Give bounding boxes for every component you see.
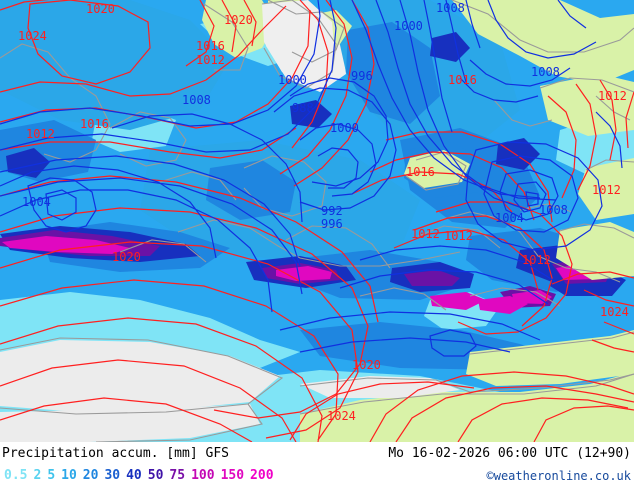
isobar-label: 1012 (411, 227, 440, 241)
legend-step-10[interactable]: 10 (61, 468, 77, 483)
isobar-label: 1008 (436, 1, 465, 15)
precipitation-map[interactable]: 1024 1020 1016 1012 1020 1016 1012 1008 … (0, 0, 634, 442)
precip-band-max (2, 236, 606, 314)
isobar-label: 1016 (448, 73, 477, 87)
isobar-label: 1016 (80, 117, 109, 131)
isobar-label: 1004 (495, 211, 524, 225)
copyright-notice: ©weatheronline.co.uk (486, 469, 632, 483)
isobar-label: 1008 (182, 93, 211, 107)
isobar-label: 988 (292, 101, 314, 115)
isobar-label: 1008 (531, 65, 560, 79)
legend-step-0.5[interactable]: 0.5 (4, 468, 28, 483)
isobar-label: 1012 (522, 253, 551, 267)
legend-step-75[interactable]: 75 (169, 468, 186, 483)
land-north-africa (300, 372, 634, 442)
isobar-label-layer: 1024 1020 1016 1012 1020 1016 1012 1008 … (18, 1, 629, 423)
isobar-label: 1012 (26, 127, 55, 141)
isobar-label: 996 (321, 217, 343, 231)
legend-step-50[interactable]: 50 (147, 468, 164, 483)
isobar-label: 1020 (224, 13, 253, 27)
isobar-label: 1012 (444, 229, 473, 243)
isobar-low-layer (0, 0, 623, 357)
isobar-label: 992 (321, 204, 343, 218)
precipitation-legend[interactable]: 0.5 2 5 10 20 30 40 50 75 100 150 200 (4, 468, 274, 483)
isobar-label: 1016 (196, 39, 225, 53)
isobar-label: 996 (351, 69, 373, 83)
legend-step-20[interactable]: 20 (82, 468, 99, 483)
isobar-label: 1012 (592, 183, 621, 197)
legend-step-150[interactable]: 150 (220, 468, 245, 483)
isobar-label: 1008 (539, 203, 568, 217)
valid-time-stamp: Mo 16-02-2026 06:00 UTC (12+90) (388, 446, 631, 461)
isobar-label: 1024 (18, 29, 47, 43)
isobar-label: 1012 (598, 89, 627, 103)
isobar-label: 1000 (394, 19, 423, 33)
isobar-label: 1024 (327, 409, 356, 423)
isobar-label: 1000 (330, 121, 359, 135)
land-east-3 (556, 222, 634, 280)
isobar-label: 1024 (600, 305, 629, 319)
legend-step-100[interactable]: 100 (191, 468, 215, 483)
isobar-high-layer (0, 0, 634, 442)
map-footer: Precipitation accum. [mm] GFS Mo 16-02-2… (0, 442, 634, 490)
isobar-label: 1000 (278, 73, 307, 87)
land-northeast (452, 0, 634, 84)
isobar-label: 1016 (406, 165, 435, 179)
land-east-1 (540, 74, 634, 136)
legend-step-2[interactable]: 2 (33, 468, 42, 483)
land-north-atlantic-ice (262, 0, 336, 84)
land-iberia (0, 340, 280, 412)
isobar-label: 1020 (86, 2, 115, 16)
isobar-label: 1012 (196, 53, 225, 67)
isobar-label: 1004 (22, 195, 51, 209)
legend-step-5[interactable]: 5 (47, 468, 56, 483)
legend-step-200[interactable]: 200 (250, 468, 274, 483)
isobar-label: 1020 (112, 250, 141, 264)
isobar-label: 1020 (352, 358, 381, 372)
legend-step-30[interactable]: 30 (104, 468, 121, 483)
legend-step-40[interactable]: 40 (126, 468, 142, 483)
map-canvas: 1024 1020 1016 1012 1020 1016 1012 1008 … (0, 0, 634, 442)
product-title: Precipitation accum. [mm] GFS (2, 446, 229, 461)
